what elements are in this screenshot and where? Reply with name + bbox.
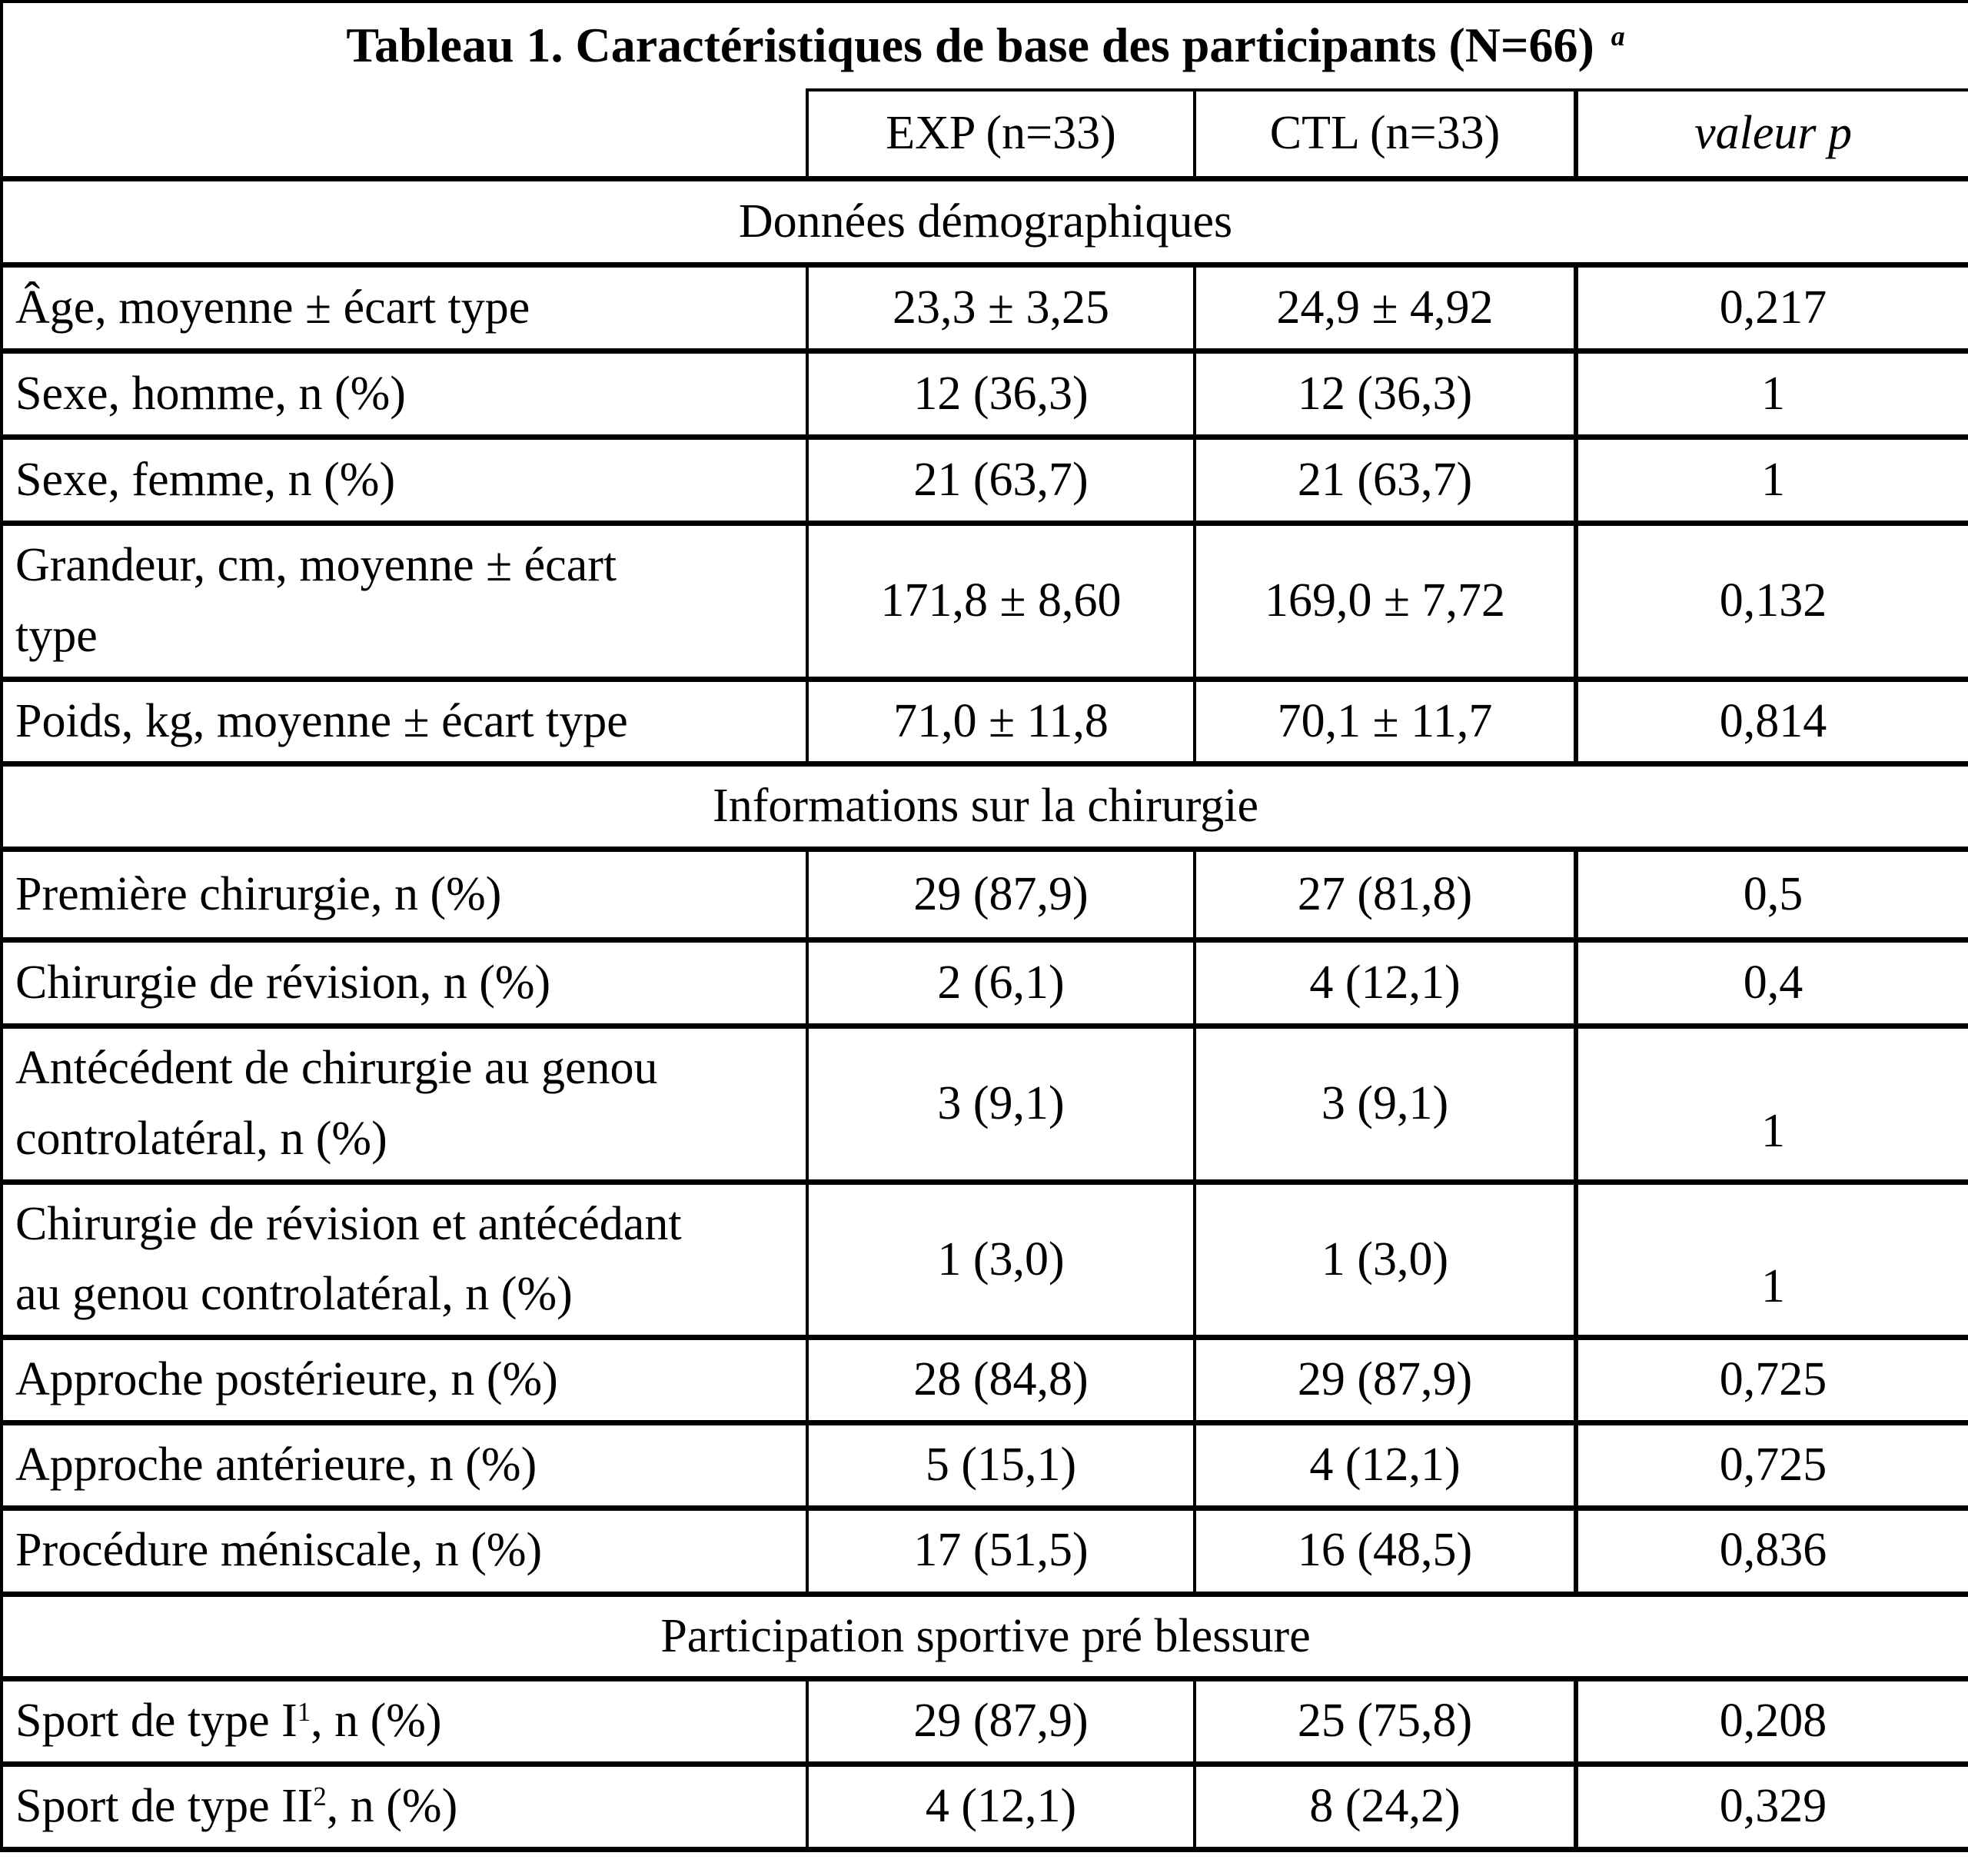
table-row-poids: Poids, kg, moyenne ± écart type 71,0 ± 1…	[0, 677, 1968, 767]
table-row-sexe-homme: Sexe, homme, n (%) 12 (36,3) 12 (36,3) 1	[0, 349, 1968, 441]
ctl-value-cell: 27 (81,8)	[1193, 847, 1577, 943]
table-title: Tableau 1. Caractéristiques de base des …	[346, 18, 1594, 72]
ctl-value-cell: 29 (87,9)	[1193, 1335, 1577, 1425]
p-value-cell: 0,836	[1573, 1506, 1968, 1597]
p-value-cell: 0,132	[1573, 521, 1968, 682]
table-row-age: Âge, moyenne ± écart type 23,3 ± 3,25 24…	[0, 263, 1968, 354]
label-cell: Première chirurgie, n (%)	[0, 847, 809, 943]
label-text: , n (%)	[326, 1780, 458, 1833]
ctl-value-cell: 12 (36,3)	[1193, 349, 1577, 441]
label-cell: Sport de type I1, n (%)	[0, 1677, 809, 1768]
label-cell: Procédure méniscale, n (%)	[0, 1506, 809, 1597]
p-value-cell: 1	[1573, 435, 1968, 527]
exp-value-cell: 2 (6,1)	[806, 938, 1196, 1029]
p-value-cell: 0,217	[1573, 263, 1968, 354]
ctl-value-cell: 169,0 ± 7,72	[1193, 521, 1577, 682]
label-cell: Sexe, homme, n (%)	[0, 349, 809, 441]
empty-header-cell	[0, 89, 809, 182]
table-row-approche-posterieure: Approche postérieure, n (%) 28 (84,8) 29…	[0, 1335, 1968, 1425]
ctl-value-cell: 24,9 ± 4,92	[1193, 263, 1577, 354]
exp-value-cell: 21 (63,7)	[806, 435, 1196, 527]
table-row-sport-type-2: Sport de type II2, n (%) 4 (12,1) 8 (24,…	[0, 1762, 1968, 1852]
ctl-value-cell: 8 (24,2)	[1193, 1762, 1577, 1852]
p-value-cell: 0,4	[1573, 938, 1968, 1029]
table-row-sexe-femme: Sexe, femme, n (%) 21 (63,7) 21 (63,7) 1	[0, 435, 1968, 527]
table-row-grandeur: Grandeur, cm, moyenne ± écart type 171,8…	[0, 521, 1968, 682]
footnote-marker: 2	[313, 1781, 327, 1812]
table-row-approche-anterieure: Approche antérieure, n (%) 5 (15,1) 4 (1…	[0, 1421, 1968, 1511]
table-title-footnote-marker: a	[1611, 20, 1625, 52]
label-cell: Approche antérieure, n (%)	[0, 1421, 809, 1511]
section-title: Informations sur la chirurgie	[0, 761, 1968, 853]
section-row-surgery: Informations sur la chirurgie	[0, 761, 1968, 853]
p-value-cell: 0,329	[1573, 1762, 1968, 1852]
column-header-ctl: CTL (n=33)	[1193, 88, 1577, 182]
table-row-premiere-chirurgie: Première chirurgie, n (%) 29 (87,9) 27 (…	[0, 847, 1968, 943]
label-text: Sport de type II	[15, 1780, 314, 1833]
label-cell: Sexe, femme, n (%)	[0, 435, 809, 527]
exp-value-cell: 71,0 ± 11,8	[806, 677, 1196, 767]
section-title: Participation sportive pré blessure	[0, 1591, 1968, 1682]
p-value-cell: 0,208	[1573, 1677, 1968, 1768]
exp-value-cell: 3 (9,1)	[806, 1024, 1196, 1185]
exp-value-cell: 1 (3,0)	[806, 1180, 1196, 1341]
table-row-chirurgie-revision: Chirurgie de révision, n (%) 2 (6,1) 4 (…	[0, 938, 1968, 1029]
exp-value-cell: 29 (87,9)	[806, 847, 1196, 943]
table-title-row: Tableau 1. Caractéristiques de base des …	[0, 0, 1968, 90]
p-value-cell: 0,814	[1573, 677, 1968, 767]
ctl-value-cell: 4 (12,1)	[1193, 938, 1577, 1029]
ctl-value-cell: 4 (12,1)	[1193, 1421, 1577, 1511]
label-cell: Grandeur, cm, moyenne ± écart type	[0, 521, 809, 682]
exp-value-cell: 17 (51,5)	[806, 1506, 1196, 1597]
p-value-cell: 0,725	[1573, 1335, 1968, 1425]
table-row-revision-et-antecedant: Chirurgie de révision et antécédant au g…	[0, 1180, 1968, 1341]
table-row-antecedent-genou-controlateral: Antécédent de chirurgie au genou control…	[0, 1024, 1968, 1185]
p-value-cell: 0,5	[1573, 847, 1968, 943]
ctl-value-cell: 21 (63,7)	[1193, 435, 1577, 527]
p-value-cell: 1	[1573, 349, 1968, 441]
p-value-cell: 1	[1573, 1180, 1968, 1341]
exp-value-cell: 12 (36,3)	[806, 349, 1196, 441]
exp-value-cell: 28 (84,8)	[806, 1335, 1196, 1425]
section-title: Données démographiques	[0, 176, 1968, 268]
column-header-exp: EXP (n=33)	[806, 88, 1196, 182]
table-row-procedure-meniscale: Procédure méniscale, n (%) 17 (51,5) 16 …	[0, 1506, 1968, 1597]
label-text: , n (%)	[311, 1695, 442, 1748]
table-title-cell: Tableau 1. Caractéristiques de base des …	[0, 0, 1968, 90]
ctl-value-cell: 70,1 ± 11,7	[1193, 677, 1577, 767]
label-cell: Poids, kg, moyenne ± écart type	[0, 677, 809, 767]
ctl-value-cell: 3 (9,1)	[1193, 1024, 1577, 1185]
ctl-value-cell: 16 (48,5)	[1193, 1506, 1577, 1597]
table-row-sport-type-1: Sport de type I1, n (%) 29 (87,9) 25 (75…	[0, 1677, 1968, 1768]
column-header-p-value: valeur p	[1573, 88, 1968, 182]
p-value-cell: 1	[1573, 1024, 1968, 1185]
exp-value-cell: 4 (12,1)	[806, 1762, 1196, 1852]
ctl-value-cell: 1 (3,0)	[1193, 1180, 1577, 1341]
exp-value-cell: 29 (87,9)	[806, 1677, 1196, 1768]
label-cell: Approche postérieure, n (%)	[0, 1335, 809, 1425]
label-cell: Chirurgie de révision, n (%)	[0, 938, 809, 1029]
section-row-sport: Participation sportive pré blessure	[0, 1591, 1968, 1682]
label-cell: Sport de type II2, n (%)	[0, 1762, 809, 1852]
column-header-row: EXP (n=33) CTL (n=33) valeur p	[0, 88, 1968, 182]
p-value-cell: 0,725	[1573, 1421, 1968, 1511]
label-cell: Âge, moyenne ± écart type	[0, 263, 809, 354]
footnote-marker: 1	[297, 1696, 311, 1727]
exp-value-cell: 23,3 ± 3,25	[806, 263, 1196, 354]
exp-value-cell: 5 (15,1)	[806, 1421, 1196, 1511]
label-cell: Antécédent de chirurgie au genou control…	[0, 1024, 809, 1185]
label-text: Sport de type I	[15, 1695, 298, 1748]
label-cell: Chirurgie de révision et antécédant au g…	[0, 1180, 809, 1341]
exp-value-cell: 171,8 ± 8,60	[806, 521, 1196, 682]
ctl-value-cell: 25 (75,8)	[1193, 1677, 1577, 1768]
section-row-demographics: Données démographiques	[0, 176, 1968, 268]
